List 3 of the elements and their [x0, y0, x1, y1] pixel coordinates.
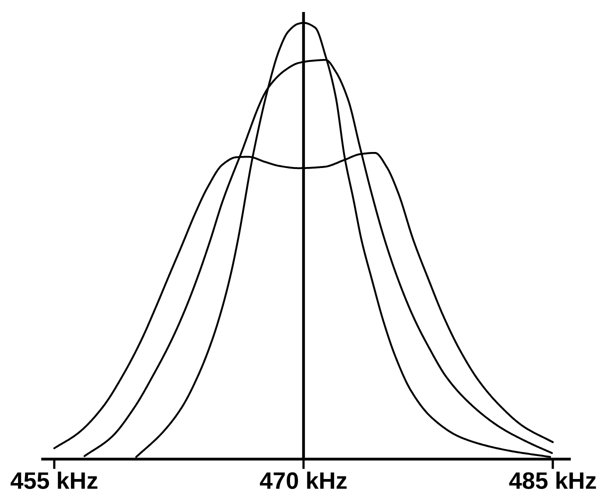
x-tick-label: 485 kHz [509, 472, 596, 489]
x-tick-label: 470 kHz [260, 472, 347, 489]
x-tick-label: 455 kHz [10, 472, 98, 489]
